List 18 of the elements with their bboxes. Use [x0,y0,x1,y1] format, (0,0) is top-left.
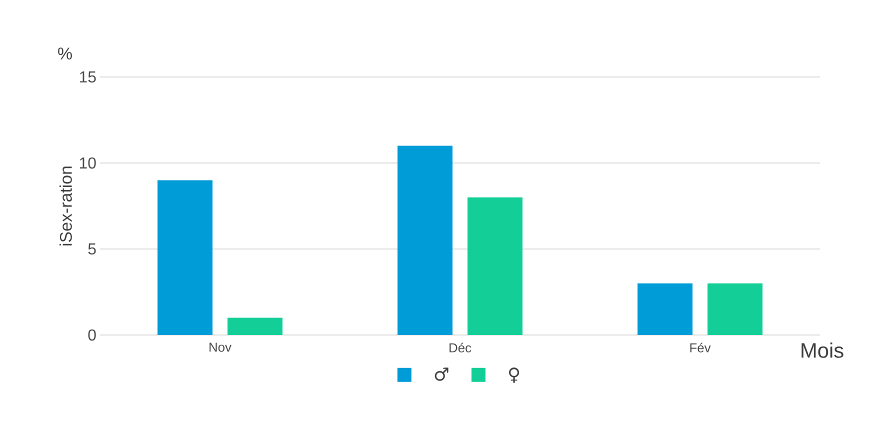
y-tick-label: 0 [88,329,96,341]
bar [708,283,763,335]
bar [468,197,523,335]
x-tick-label: Déc [450,342,472,352]
y-axis-title: iSex-ration [59,166,72,246]
x-axis-title: Mois [802,342,844,358]
y-tick-label: 10 [80,157,96,169]
text: % [58,48,72,60]
x-tick-label: Nov [210,342,232,352]
legend-label: ♂ [434,368,448,381]
legend-label: ♀ [509,368,520,383]
bar [638,283,693,335]
x-tick-label: Fév [690,342,711,352]
bar [158,180,213,335]
bar [228,318,283,335]
y-tick-label: 15 [80,71,96,83]
bar [398,146,453,335]
y-tick-label: 5 [88,243,96,255]
